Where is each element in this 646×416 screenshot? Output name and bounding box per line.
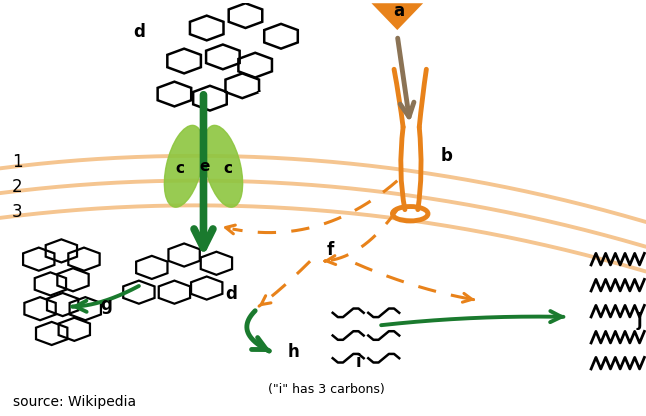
Text: b: b xyxy=(441,147,452,165)
Text: e: e xyxy=(199,159,209,174)
Text: a: a xyxy=(393,2,405,20)
Text: f: f xyxy=(326,241,333,259)
Text: c: c xyxy=(175,161,184,176)
Text: 1: 1 xyxy=(12,153,22,171)
Text: h: h xyxy=(287,343,299,361)
Text: g: g xyxy=(100,295,112,314)
Text: d: d xyxy=(225,285,236,303)
Text: 2: 2 xyxy=(12,178,22,196)
Ellipse shape xyxy=(164,125,204,207)
Text: 3: 3 xyxy=(12,203,22,220)
Text: source: Wikipedia: source: Wikipedia xyxy=(13,394,136,409)
Text: d: d xyxy=(134,23,145,41)
Polygon shape xyxy=(371,3,423,30)
Text: i: i xyxy=(356,353,361,371)
Text: j: j xyxy=(636,312,642,330)
Ellipse shape xyxy=(203,125,243,207)
Text: c: c xyxy=(223,161,232,176)
Text: ("i" has 3 carbons): ("i" has 3 carbons) xyxy=(268,383,384,396)
